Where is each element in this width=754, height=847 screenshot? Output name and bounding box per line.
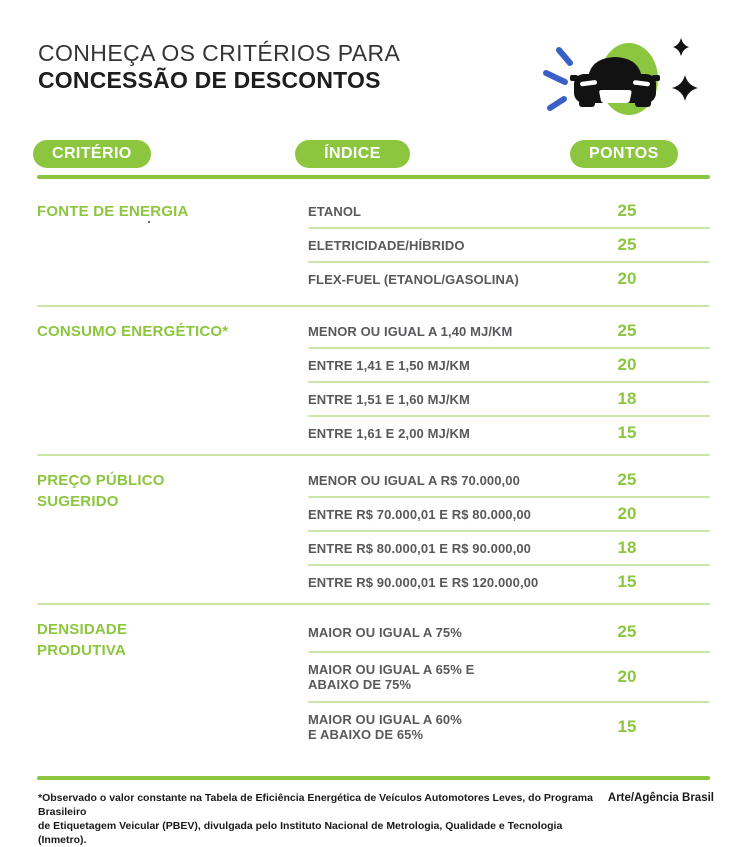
pontos-value: 20 bbox=[617, 667, 637, 686]
table-row: FLEX-FUEL (ETANOL/GASOLINA) 20 bbox=[308, 263, 710, 295]
footer-divider bbox=[37, 776, 710, 780]
row-divider bbox=[308, 651, 710, 653]
sparkle-icon bbox=[672, 38, 698, 101]
pontos-value: 20 bbox=[617, 355, 637, 374]
row-divider bbox=[308, 701, 710, 703]
indice-value: MAIOR OU IGUAL A 60% E ABAIXO DE 65% bbox=[308, 712, 462, 742]
table-row: MAIOR OU IGUAL A 60% E ABAIXO DE 65% 15 bbox=[308, 703, 710, 751]
row-divider bbox=[308, 496, 710, 498]
header-divider bbox=[37, 175, 710, 179]
pontos-value: 25 bbox=[617, 622, 637, 641]
indice-value: ENTRE R$ 80.000,01 E R$ 90.000,00 bbox=[308, 540, 531, 556]
table-row: ENTRE 1,51 E 1,60 MJ/KM 18 bbox=[308, 383, 710, 415]
column-header-indice: ÍNDICE bbox=[295, 140, 410, 168]
pontos-value: 25 bbox=[617, 321, 637, 340]
pontos-value: 15 bbox=[617, 717, 637, 736]
table-row: MAIOR OU IGUAL A 65% E ABAIXO DE 75% 20 bbox=[308, 653, 710, 701]
row-divider bbox=[308, 415, 710, 417]
section-divider bbox=[37, 603, 710, 605]
indice-value: ENTRE 1,61 E 2,00 MJ/KM bbox=[308, 425, 470, 441]
criteria-table: FONTE DE ENERGIA ETANOL 25 ELETRICIDADE/… bbox=[37, 179, 710, 305]
section-consumo-energetico: CONSUMO ENERGÉTICO* MENOR OU IGUAL A 1,4… bbox=[37, 307, 710, 454]
table-row: MENOR OU IGUAL A R$ 70.000,00 25 bbox=[308, 464, 710, 496]
indice-value: ENTRE R$ 70.000,01 E R$ 80.000,00 bbox=[308, 506, 531, 522]
pontos-value: 18 bbox=[617, 538, 637, 557]
column-header-pontos: PONTOS bbox=[570, 140, 678, 168]
pontos-value: 25 bbox=[617, 235, 637, 254]
row-divider bbox=[308, 381, 710, 383]
row-divider bbox=[308, 347, 710, 349]
section-fonte-de-energia: FONTE DE ENERGIA ETANOL 25 ELETRICIDADE/… bbox=[37, 179, 710, 305]
indice-value: MENOR OU IGUAL A R$ 70.000,00 bbox=[308, 472, 520, 488]
section-densidade-produtiva: DENSIDADE PRODUTIVA MAIOR OU IGUAL A 75%… bbox=[37, 605, 710, 769]
table-row: ETANOL 25 bbox=[308, 195, 710, 227]
indice-value: MAIOR OU IGUAL A 75% bbox=[308, 624, 462, 640]
column-headers: CRITÉRIO ÍNDICE PONTOS bbox=[0, 140, 754, 168]
table-row: ELETRICIDADE/HÍBRIDO 25 bbox=[308, 229, 710, 261]
title-line-1: CONHEÇA OS CRITÉRIOS PARA bbox=[38, 40, 401, 66]
table-row: ENTRE R$ 70.000,01 E R$ 80.000,00 20 bbox=[308, 498, 710, 530]
table-row: MENOR OU IGUAL A 1,40 MJ/KM 25 bbox=[308, 315, 710, 347]
row-divider bbox=[308, 227, 710, 229]
shine-lines-icon bbox=[543, 47, 573, 111]
title-line-2: CONCESSÃO DE DESCONTOS bbox=[38, 67, 381, 93]
table-row: MAIOR OU IGUAL A 75% 25 bbox=[308, 613, 710, 651]
column-header-criterio: CRITÉRIO bbox=[33, 140, 151, 168]
footnote: *Observado o valor constante na Tabela d… bbox=[38, 792, 593, 846]
indice-value: ENTRE R$ 90.000,01 E R$ 120.000,00 bbox=[308, 574, 539, 590]
indice-value: ENTRE 1,51 E 1,60 MJ/KM bbox=[308, 391, 470, 407]
page-footer: *Observado o valor constante na Tabela d… bbox=[0, 780, 754, 847]
indice-value: ETANOL bbox=[308, 203, 362, 219]
table-row: ENTRE R$ 90.000,01 E R$ 120.000,00 15 bbox=[308, 566, 710, 598]
credit: Arte/Agência Brasil bbox=[607, 792, 714, 804]
table-row: ENTRE 1,61 E 2,00 MJ/KM 15 bbox=[308, 417, 710, 449]
row-divider bbox=[308, 261, 710, 263]
car-with-sparkles-icon bbox=[519, 30, 714, 125]
criterion-label: DENSIDADE PRODUTIVA bbox=[37, 621, 128, 659]
page-title: CONHEÇA OS CRITÉRIOS PARA CONCESSÃO DE D… bbox=[38, 40, 400, 94]
pontos-value: 25 bbox=[617, 470, 637, 489]
section-divider bbox=[37, 305, 710, 307]
pontos-value: 25 bbox=[617, 201, 637, 220]
row-divider bbox=[308, 530, 710, 532]
pontos-value: 20 bbox=[617, 504, 637, 523]
indice-value: FLEX-FUEL (ETANOL/GASOLINA) bbox=[308, 271, 519, 287]
pontos-value: 20 bbox=[617, 269, 637, 288]
criterion-label: FONTE DE ENERGIA bbox=[37, 195, 308, 295]
pontos-value: 15 bbox=[617, 572, 637, 591]
page-header: CONHEÇA OS CRITÉRIOS PARA CONCESSÃO DE D… bbox=[0, 0, 754, 128]
criterion-label: PREÇO PÚBLICO SUGERIDO bbox=[37, 472, 165, 510]
row-divider bbox=[308, 564, 710, 566]
pontos-value: 18 bbox=[617, 389, 637, 408]
indice-value: ELETRICIDADE/HÍBRIDO bbox=[308, 237, 465, 253]
indice-value: MAIOR OU IGUAL A 65% E ABAIXO DE 75% bbox=[308, 662, 475, 692]
pontos-value: 15 bbox=[617, 423, 637, 442]
table-row: ENTRE 1,41 E 1,50 MJ/KM 20 bbox=[308, 349, 710, 381]
section-divider bbox=[37, 454, 710, 456]
section-preco-publico: PREÇO PÚBLICO SUGERIDO MENOR OU IGUAL A … bbox=[37, 456, 710, 603]
table-row: ENTRE R$ 80.000,01 E R$ 90.000,00 18 bbox=[308, 532, 710, 564]
indice-value: MENOR OU IGUAL A 1,40 MJ/KM bbox=[308, 323, 513, 339]
criterion-label: CONSUMO ENERGÉTICO* bbox=[37, 323, 229, 340]
indice-value: ENTRE 1,41 E 1,50 MJ/KM bbox=[308, 357, 470, 373]
